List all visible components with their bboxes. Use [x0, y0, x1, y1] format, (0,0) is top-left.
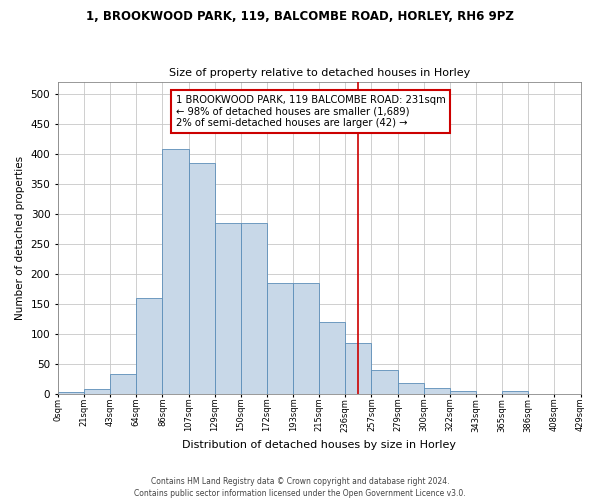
Text: 1 BROOKWOOD PARK, 119 BALCOMBE ROAD: 231sqm
← 98% of detached houses are smaller: 1 BROOKWOOD PARK, 119 BALCOMBE ROAD: 231…	[176, 95, 445, 128]
Text: Contains HM Land Registry data © Crown copyright and database right 2024.
Contai: Contains HM Land Registry data © Crown c…	[134, 476, 466, 498]
Bar	[398, 382, 424, 394]
Bar	[188, 162, 215, 394]
Bar	[267, 283, 293, 394]
Title: Size of property relative to detached houses in Horley: Size of property relative to detached ho…	[169, 68, 470, 78]
Bar	[136, 298, 163, 394]
Bar	[424, 388, 450, 394]
Bar	[319, 322, 346, 394]
X-axis label: Distribution of detached houses by size in Horley: Distribution of detached houses by size …	[182, 440, 456, 450]
Bar	[215, 223, 241, 394]
Bar	[163, 150, 188, 394]
Y-axis label: Number of detached properties: Number of detached properties	[15, 156, 25, 320]
Bar	[346, 343, 371, 394]
Bar	[293, 283, 319, 394]
Text: 1, BROOKWOOD PARK, 119, BALCOMBE ROAD, HORLEY, RH6 9PZ: 1, BROOKWOOD PARK, 119, BALCOMBE ROAD, H…	[86, 10, 514, 23]
Bar	[84, 390, 110, 394]
Bar	[450, 391, 476, 394]
Bar	[241, 223, 267, 394]
Bar	[502, 390, 528, 394]
Bar	[110, 374, 136, 394]
Bar	[371, 370, 398, 394]
Bar	[58, 392, 84, 394]
